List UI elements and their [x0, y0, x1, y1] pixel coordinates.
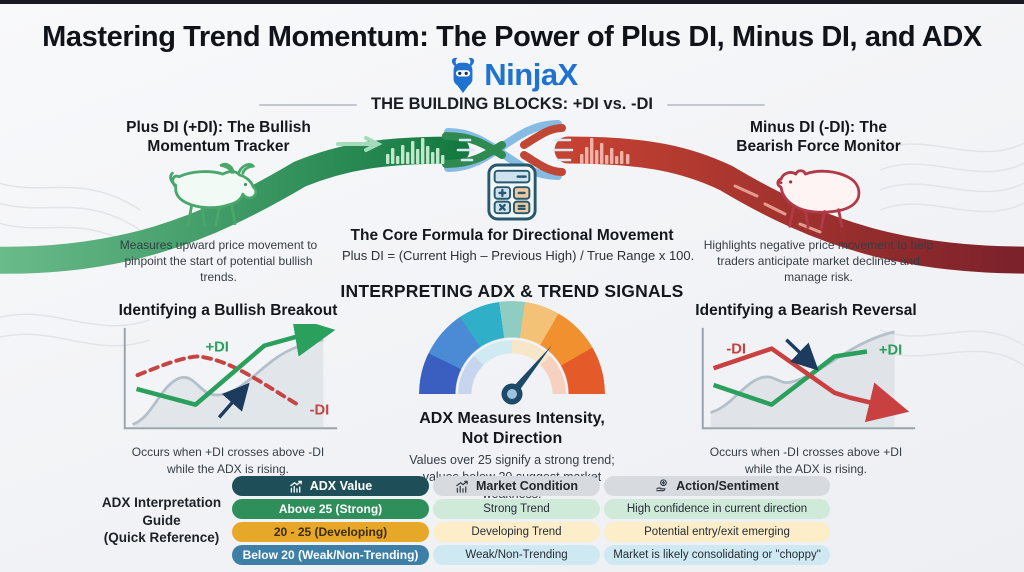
- minus-di-line-label: -DI: [726, 342, 746, 358]
- table-row-action-strong: High confidence in current direction: [604, 499, 830, 519]
- table-row-action-weak: Market is likely consolidating or "chopp…: [604, 545, 830, 565]
- minus-di-line-label: -DI: [310, 403, 330, 419]
- bearish-reversal-chart: -DI +DI: [701, 328, 916, 430]
- table-side-label: ADX Interpretation Guide (Quick Referenc…: [101, 495, 222, 546]
- minus-di-description: Highlights negative price movement to he…: [703, 237, 934, 285]
- gauge-title: ADX Measures Intensity, Not Direction: [419, 410, 605, 447]
- plus-di-line-label: +DI: [879, 343, 902, 359]
- header-action-sentiment: Action/Sentiment: [604, 476, 830, 496]
- building-blocks-heading: THE BUILDING BLOCKS: +DI vs. -DI: [371, 95, 653, 113]
- bearish-caption: Occurs when -DI crosses above +DI while …: [709, 445, 903, 476]
- table-row-adx-weak: Below 20 (Weak/Non-Trending): [232, 545, 429, 565]
- left-wave-decoration: [0, 182, 150, 347]
- gauge-needle: [501, 345, 552, 405]
- bull-icon: [169, 162, 258, 227]
- formula-text: Plus DI = (Current High – Previous High)…: [342, 248, 695, 264]
- table-row-adx-strong: Above 25 (Strong): [232, 499, 429, 519]
- bullish-caption: Occurs when +DI crosses above -DI while …: [131, 445, 325, 476]
- minus-di-section: Minus DI (-DI): The Bearish Force Monito…: [696, 118, 941, 285]
- momentum-ribbon-graphic: [0, 120, 1024, 274]
- page-title: Mastering Trend Momentum: The Power of P…: [42, 21, 982, 53]
- plus-di-section: Plus DI (+DI): The Bullish Momentum Trac…: [106, 118, 331, 285]
- green-bars-motif: [386, 138, 445, 164]
- plus-di-title: Plus DI (+DI): The Bullish Momentum Trac…: [126, 119, 311, 156]
- header-rule-right: [666, 103, 765, 106]
- header-rule-left: [259, 103, 358, 106]
- header-adx-value: ADX Value: [232, 476, 429, 496]
- bullish-title: Identifying a Bullish Breakout: [118, 302, 338, 319]
- red-bars-motif: [580, 138, 630, 164]
- gauge-icon: [417, 301, 607, 405]
- brand-logo: NinjaX: [0, 56, 1024, 94]
- table-row-action-developing: Potential entry/exit emerging: [604, 522, 830, 542]
- bear-icon: [776, 169, 861, 230]
- calculator-icon: [487, 163, 537, 221]
- chart-up-icon: [289, 480, 304, 493]
- bar-chart-icon: [455, 480, 470, 493]
- table-row-adx-developing: 20 - 25 (Developing): [232, 522, 429, 542]
- ninja-mask-icon: [452, 57, 475, 93]
- brand-name: NinjaX: [484, 57, 578, 92]
- bullish-breakout-chart: +DI -DI: [123, 324, 338, 430]
- header-market-condition: Market Condition: [433, 476, 600, 496]
- right-wave-decoration: [880, 142, 1024, 367]
- adx-gauge-section: ADX Measures Intensity, Not Direction Va…: [404, 299, 620, 503]
- adx-interpretation-table: ADX Interpretation Guide (Quick Referenc…: [95, 476, 830, 565]
- plus-di-description: Measures upward price movement to pinpoi…: [119, 237, 318, 285]
- bearish-title: Identifying a Bearish Reversal: [695, 302, 917, 319]
- formula-title: The Core Formula for Directional Movemen…: [350, 227, 674, 244]
- bullish-breakout-section: Identifying a Bullish Breakout +DI -DI O…: [108, 301, 348, 477]
- formula-section: The Core Formula for Directional Movemen…: [342, 162, 695, 264]
- ribbon-arrow-icon: [336, 136, 383, 152]
- minus-di-title: Minus DI (-DI): The Bearish Force Monito…: [736, 119, 901, 156]
- table-row-condition-developing: Developing Trend: [433, 522, 600, 542]
- bearish-reversal-section: Identifying a Bearish Reversal -DI +DI O…: [686, 301, 926, 477]
- top-border: [0, 0, 1024, 4]
- table-row-condition-strong: Strong Trend: [433, 499, 600, 519]
- plus-di-line-label: +DI: [205, 340, 228, 356]
- building-blocks-header: THE BUILDING BLOCKS: +DI vs. -DI: [0, 95, 1024, 114]
- table-row-condition-weak: Weak/Non-Trending: [433, 545, 600, 565]
- interpreting-heading: INTERPRETING ADX & TREND SIGNALS: [340, 281, 684, 301]
- coin-hand-icon: [655, 479, 670, 493]
